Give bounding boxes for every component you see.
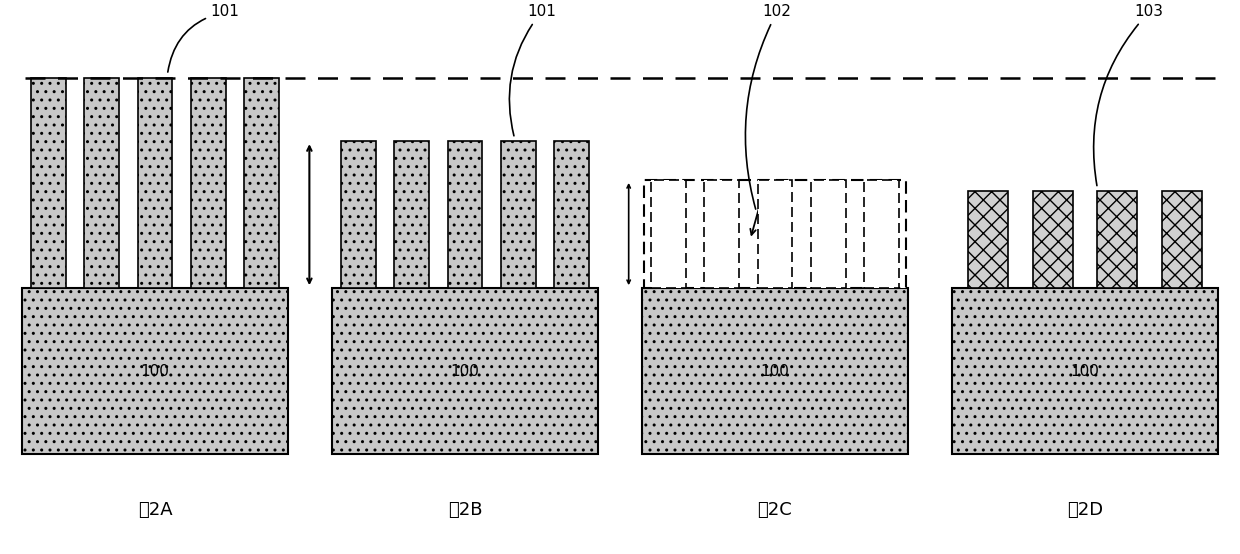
Bar xyxy=(1033,191,1073,288)
Text: 100: 100 xyxy=(140,363,170,379)
Bar xyxy=(642,288,908,454)
Bar xyxy=(952,288,1218,454)
Text: 图2D: 图2D xyxy=(1066,501,1104,519)
Bar xyxy=(968,191,1008,288)
Bar xyxy=(704,180,739,288)
Bar xyxy=(138,78,172,288)
Bar xyxy=(244,78,279,288)
Text: 图2B: 图2B xyxy=(448,501,482,519)
Bar xyxy=(758,180,792,288)
Bar xyxy=(394,141,429,288)
Text: 图2A: 图2A xyxy=(138,501,172,519)
Bar xyxy=(84,78,119,288)
Text: 100: 100 xyxy=(760,363,790,379)
Bar xyxy=(22,288,288,454)
Text: 103: 103 xyxy=(1094,4,1163,186)
Bar xyxy=(811,180,846,288)
Bar xyxy=(501,141,536,288)
Bar xyxy=(341,141,376,288)
Bar xyxy=(554,141,589,288)
Bar xyxy=(31,78,66,288)
Text: 101: 101 xyxy=(167,4,239,72)
Text: 图2C: 图2C xyxy=(758,501,792,519)
Text: 101: 101 xyxy=(510,4,556,136)
Bar xyxy=(332,288,599,454)
Bar xyxy=(651,180,686,288)
Bar xyxy=(864,180,899,288)
Bar xyxy=(1162,191,1202,288)
Text: 100: 100 xyxy=(1070,363,1100,379)
Bar xyxy=(191,78,226,288)
Bar xyxy=(1097,191,1137,288)
Bar xyxy=(644,180,906,288)
Text: 100: 100 xyxy=(450,363,480,379)
Bar xyxy=(448,141,482,288)
Text: 102: 102 xyxy=(745,4,791,209)
